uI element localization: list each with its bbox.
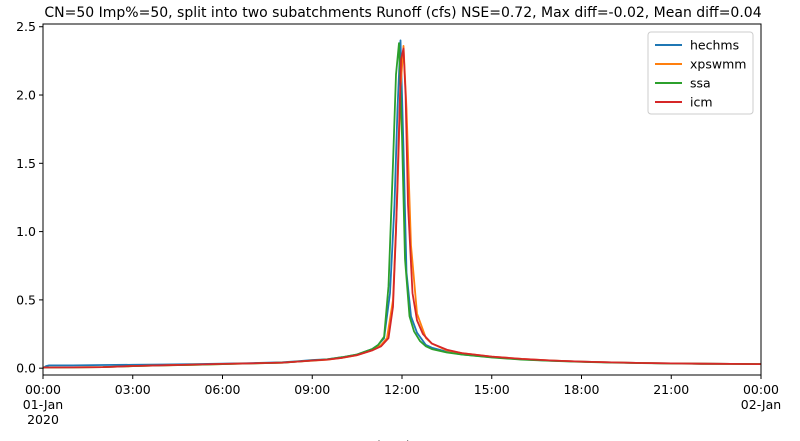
y-axis: 0.0 0.5 1.0 1.5 2.0 2.5 [16, 19, 43, 376]
y-tick-label: 1.0 [16, 224, 36, 239]
chart-title: CN=50 Imp%=50, split into two subatchmen… [44, 5, 761, 21]
legend-label-hechms: hechms [690, 38, 739, 53]
y-tick-label: 2.0 [16, 88, 36, 103]
x-tick-label: 21:00 [653, 382, 689, 397]
legend: hechms xpswmm ssa icm [647, 31, 754, 115]
plot-frame [42, 23, 762, 376]
series-layer [42, 39, 762, 369]
x-tick-label: 18:00 [563, 382, 599, 397]
x-tick-label: 06:00 [204, 382, 240, 397]
x-tick-label: 03:00 [115, 382, 151, 397]
x-tick-label: 2020 [27, 412, 59, 427]
legend-label-xpswmm: xpswmm [690, 57, 746, 72]
x-tick-label: 09:00 [294, 382, 330, 397]
y-tick-label: 2.5 [16, 19, 36, 34]
x-axis-label: datetime [373, 438, 430, 441]
x-tick-label: 15:00 [474, 382, 510, 397]
x-tick-label: 00:00 [743, 382, 779, 397]
x-tick-label: 01-Jan [23, 397, 63, 412]
y-tick-label: 0.0 [16, 361, 36, 376]
series-line-icm [42, 47, 762, 369]
legend-label-ssa: ssa [690, 76, 711, 91]
y-tick-label: 0.5 [16, 292, 36, 307]
legend-label-icm: icm [690, 95, 713, 110]
legend-box [647, 31, 754, 115]
x-tick-label: 12:00 [384, 382, 420, 397]
x-tick-label: 00:00 [25, 382, 61, 397]
y-tick-label: 1.5 [16, 156, 36, 171]
x-tick-label: 02-Jan [741, 397, 781, 412]
